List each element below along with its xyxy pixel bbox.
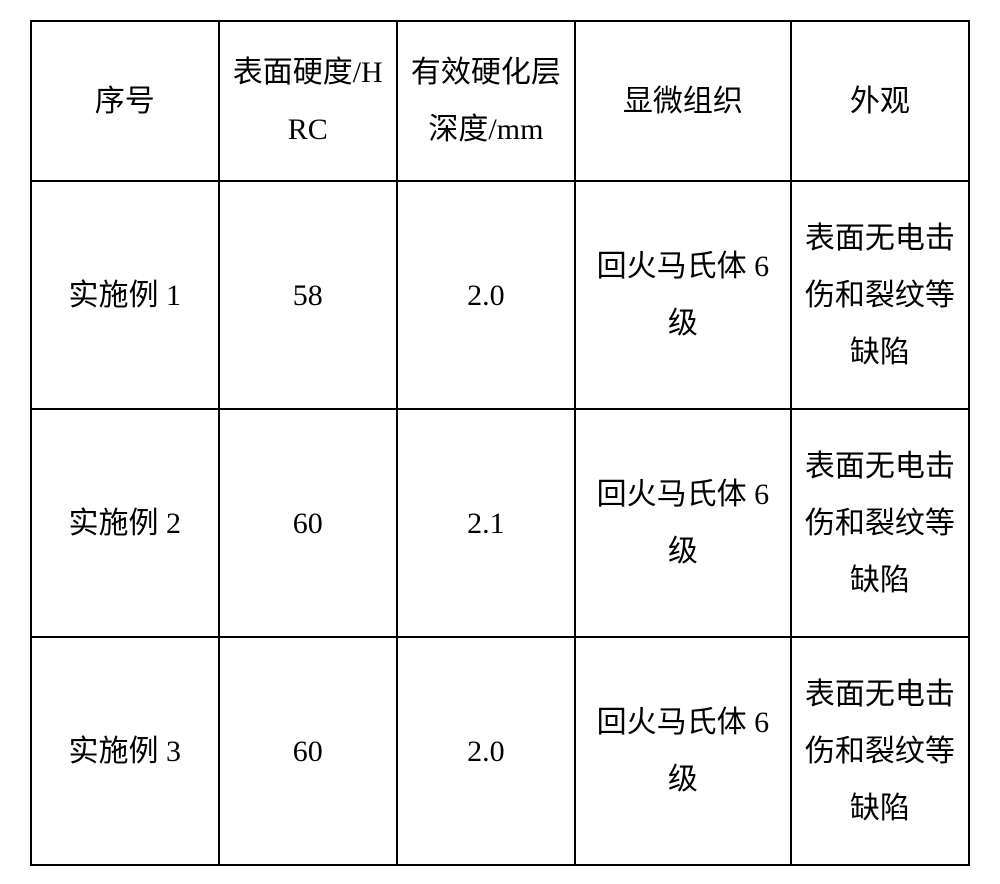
- cell-id: 实施例 1: [31, 181, 219, 409]
- cell-appearance: 表面无电击伤和裂纹等缺陷: [791, 637, 969, 865]
- cell-depth: 2.1: [397, 409, 575, 637]
- cell-appearance: 表面无电击伤和裂纹等缺陷: [791, 181, 969, 409]
- cell-id: 实施例 3: [31, 637, 219, 865]
- table-header-row: 序号 表面硬度/HRC 有效硬化层深度/mm 显微组织 外观: [31, 21, 969, 181]
- col-header-appearance: 外观: [791, 21, 969, 181]
- table-row: 实施例 2 60 2.1 回火马氏体 6级 表面无电击伤和裂纹等缺陷: [31, 409, 969, 637]
- cell-depth: 2.0: [397, 637, 575, 865]
- data-table: 序号 表面硬度/HRC 有效硬化层深度/mm 显微组织 外观 实施例 1 58 …: [30, 20, 970, 866]
- col-header-id: 序号: [31, 21, 219, 181]
- cell-hardness: 58: [219, 181, 397, 409]
- cell-hardness: 60: [219, 409, 397, 637]
- cell-microstructure: 回火马氏体 6级: [575, 181, 791, 409]
- cell-depth: 2.0: [397, 181, 575, 409]
- cell-microstructure: 回火马氏体 6级: [575, 637, 791, 865]
- table-row: 实施例 3 60 2.0 回火马氏体 6级 表面无电击伤和裂纹等缺陷: [31, 637, 969, 865]
- col-header-hardness: 表面硬度/HRC: [219, 21, 397, 181]
- cell-microstructure: 回火马氏体 6级: [575, 409, 791, 637]
- table-row: 实施例 1 58 2.0 回火马氏体 6级 表面无电击伤和裂纹等缺陷: [31, 181, 969, 409]
- col-header-depth: 有效硬化层深度/mm: [397, 21, 575, 181]
- cell-hardness: 60: [219, 637, 397, 865]
- cell-appearance: 表面无电击伤和裂纹等缺陷: [791, 409, 969, 637]
- col-header-microstructure: 显微组织: [575, 21, 791, 181]
- cell-id: 实施例 2: [31, 409, 219, 637]
